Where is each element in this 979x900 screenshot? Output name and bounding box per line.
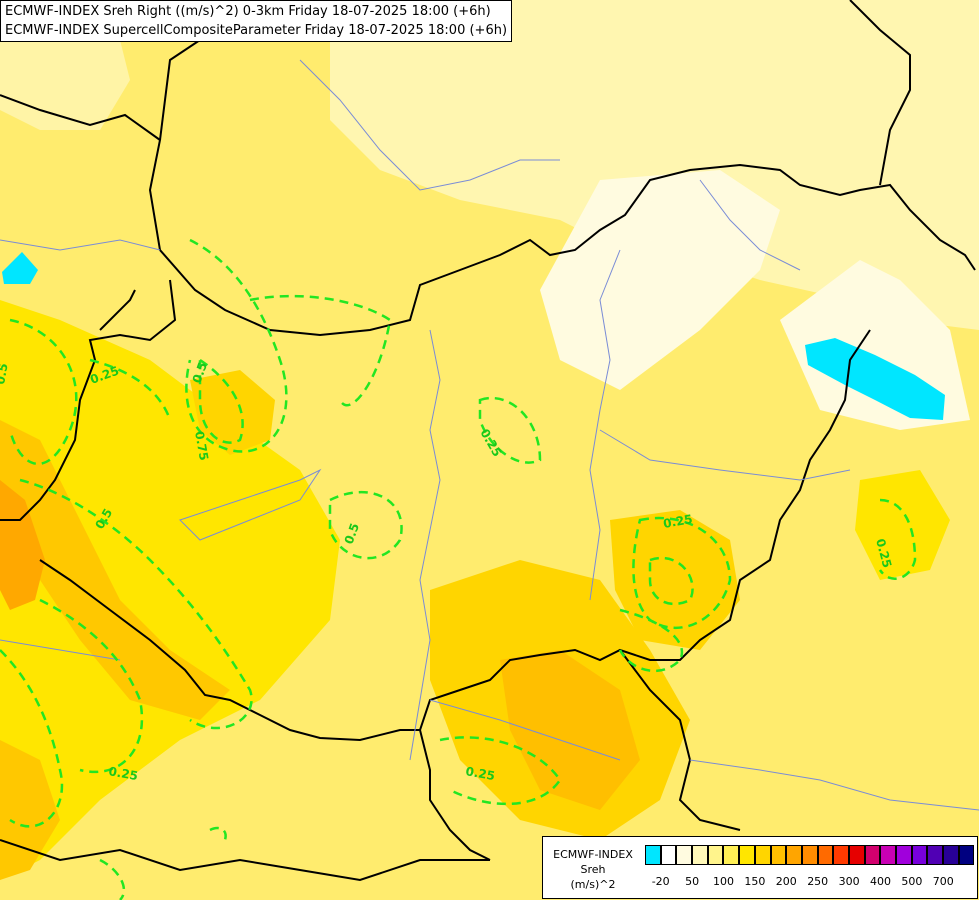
legend-swatch — [676, 845, 693, 865]
higher-sreh-south — [500, 650, 640, 810]
legend-swatch — [754, 845, 771, 865]
legend-swatch — [880, 845, 896, 865]
legend-tick-label: 300 — [838, 875, 860, 888]
scp-contours — [0, 238, 917, 900]
legend-tick-label: 500 — [901, 875, 923, 888]
legend-swatch — [692, 845, 708, 865]
map-title-box: ECMWF-INDEX Sreh Right ((m/s)^2) 0-3km F… — [0, 0, 512, 42]
legend-swatch — [786, 845, 802, 865]
contour-label: 0.5 — [0, 362, 11, 385]
contour-label: 0.5 — [342, 521, 362, 546]
contour-label: 0.75 — [192, 430, 211, 462]
title-line-sreh: ECMWF-INDEX Sreh Right ((m/s)^2) 0-3km F… — [5, 4, 491, 19]
peak-sreh-west — [0, 480, 45, 610]
legend-tick-label: 250 — [807, 875, 829, 888]
legend-tick-label: 400 — [870, 875, 891, 888]
legend-swatch — [707, 845, 724, 865]
legend-swatches — [645, 845, 975, 865]
legend-tick-label: 50 — [685, 875, 700, 888]
legend-swatch — [833, 845, 849, 865]
higher-sreh-west — [0, 420, 230, 720]
legend-swatch — [911, 845, 928, 865]
legend-title: ECMWF-INDEX Sreh (m/s)^2 — [547, 847, 639, 892]
legend-swatch — [958, 845, 975, 865]
legend-swatch — [770, 845, 787, 865]
legend-swatch — [848, 845, 865, 865]
negative-sreh-patch-west — [2, 252, 38, 284]
legend-title-line: ECMWF-INDEX — [553, 848, 633, 861]
high-sreh-east — [855, 470, 950, 580]
legend-swatch — [723, 845, 740, 865]
legend-swatch — [739, 845, 755, 865]
legend-title-line: Sreh — [580, 863, 606, 876]
title-line-scp: ECMWF-INDEX SupercellCompositeParameter … — [5, 23, 508, 38]
legend-tick-label: 100 — [713, 875, 734, 888]
legend-swatch — [864, 845, 881, 865]
legend-swatch — [660, 845, 677, 865]
legend-tick-label: 200 — [775, 875, 797, 888]
legend-tick-label: 700 — [932, 875, 954, 888]
legend-swatch — [927, 845, 944, 865]
contour-label: 0.25 — [464, 764, 496, 783]
rivers — [0, 59, 979, 811]
contour-label: 0.25 — [107, 764, 139, 783]
pale-region-center — [540, 170, 780, 390]
legend-tick-label: 150 — [744, 875, 766, 888]
legend-tick-label: -20 — [651, 875, 670, 888]
negative-sreh-patch-east — [805, 338, 945, 420]
color-legend: ECMWF-INDEX Sreh (m/s)^2 -20 50 100 150 200 2… — [542, 836, 978, 899]
pale-region-north — [330, 0, 979, 330]
legend-swatch — [801, 845, 818, 865]
legend-swatch — [817, 845, 834, 865]
legend-swatch — [943, 845, 959, 865]
legend-ticks: -20 50 100 150 200 250 300 400 500 700 — [645, 875, 975, 891]
contour-label: 0.5 — [190, 360, 210, 385]
contour-label: 0.25 — [662, 512, 694, 531]
legend-title-line: (m/s)^2 — [570, 878, 616, 891]
legend-swatch — [896, 845, 912, 865]
legend-swatch — [645, 845, 661, 865]
